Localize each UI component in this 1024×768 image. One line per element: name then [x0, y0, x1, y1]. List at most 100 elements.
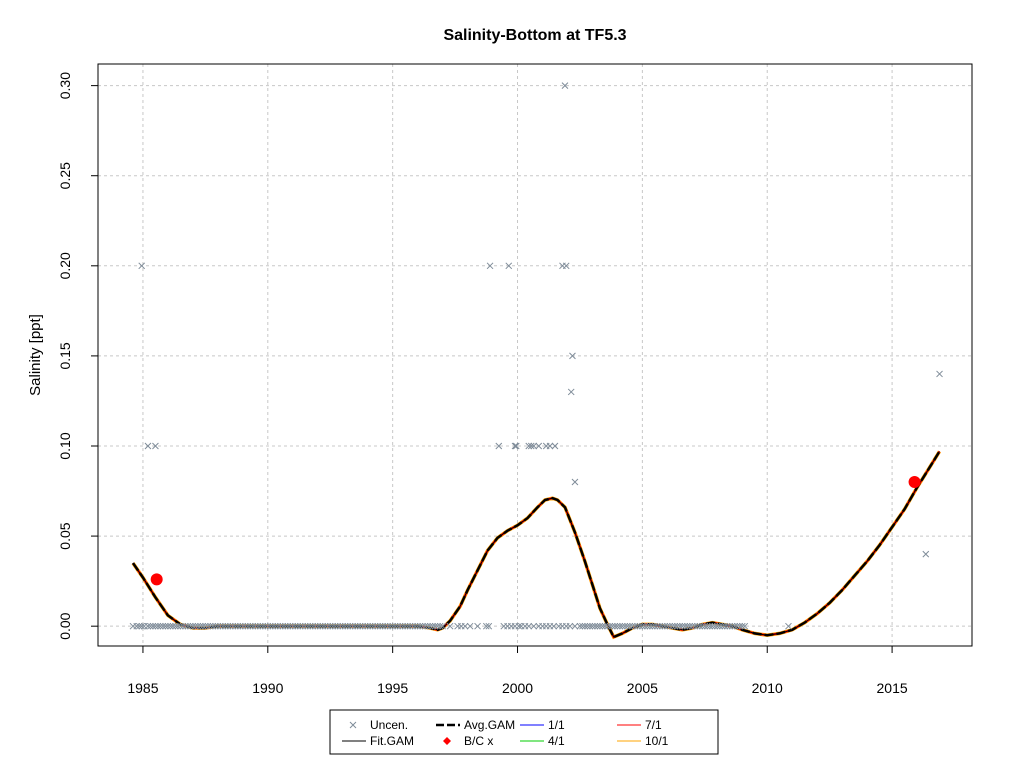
legend-item: B/C x [443, 734, 493, 748]
uncensored-point [376, 622, 384, 630]
uncensored-point [651, 622, 659, 630]
legend-label: 7/1 [645, 718, 662, 732]
uncensored-point [202, 622, 209, 630]
uncensored-point [726, 622, 734, 630]
uncensored-point [535, 442, 543, 450]
uncensored-point [229, 622, 237, 630]
bc-point [150, 573, 163, 586]
uncensored-point [339, 622, 347, 630]
uncensored-point [244, 622, 252, 630]
uncensored-point [154, 622, 162, 630]
uncensored-point [344, 622, 352, 630]
y-tick-label: 0.25 [57, 162, 73, 189]
legend-symbol-x [349, 721, 357, 729]
uncensored-point [644, 622, 651, 630]
uncensored-point [733, 622, 741, 630]
uncensored-point [936, 370, 943, 378]
uncensored-point [546, 442, 554, 450]
uncensored-point [371, 622, 379, 630]
uncensored-point [721, 622, 729, 630]
uncensored-point [187, 622, 194, 630]
uncensored-point [144, 622, 152, 630]
uncensored-point [291, 622, 299, 630]
y-axis: 0.00 0.05 0.10 0.15 0.20 0.25 0.30 [57, 72, 98, 640]
uncensored-point [169, 622, 177, 630]
uncensored-point [214, 622, 222, 630]
legend-item: Uncen. [349, 718, 408, 732]
uncensored-point [167, 622, 174, 630]
uncensored-point [606, 622, 614, 630]
uncensored-point [301, 622, 309, 630]
uncensored-point [149, 622, 157, 630]
uncensored-point [152, 622, 159, 630]
legend-label: Uncen. [370, 718, 408, 732]
uncensored-point [399, 622, 407, 630]
uncensored-point [279, 622, 287, 630]
uncensored-point [551, 442, 559, 450]
grid-lines [98, 64, 972, 646]
uncensored-point [269, 622, 277, 630]
uncensored-point [688, 622, 696, 630]
series-layer [131, 450, 941, 640]
uncensored-point [576, 622, 584, 630]
uncensored-point [678, 622, 686, 630]
uncensored-point [594, 622, 601, 630]
uncensored-point [621, 622, 629, 630]
uncensored-point [401, 622, 409, 630]
legend-box [329, 709, 719, 755]
uncensored-point [434, 622, 441, 630]
uncensored-point [566, 622, 574, 630]
uncensored-point [147, 622, 154, 630]
uncensored-point [636, 622, 644, 630]
uncensored-point [381, 622, 389, 630]
y-tick-label: 0.10 [57, 432, 73, 459]
uncensored-point [182, 622, 189, 630]
y-tick-label: 0.00 [57, 612, 73, 639]
uncensored-point [354, 622, 362, 630]
uncensored-point [366, 622, 374, 630]
plot-frame [97, 63, 973, 647]
uncensored-point [321, 622, 329, 630]
uncensored-point [336, 622, 344, 630]
uncensored-point [639, 622, 646, 630]
legend-symbol-diamond [443, 737, 451, 745]
uncensored-point [341, 622, 349, 630]
uncensored-point [666, 622, 674, 630]
uncensored-point [419, 622, 426, 630]
x-tick-label: 1990 [252, 680, 283, 696]
uncensored-point [294, 622, 302, 630]
legend-label: 10/1 [645, 734, 669, 748]
uncensored-point [683, 622, 691, 630]
uncensored-point [515, 622, 523, 630]
uncensored-point [386, 622, 394, 630]
uncensored-point [676, 622, 684, 630]
uncensored-point [474, 622, 481, 630]
uncensored-point [619, 622, 626, 630]
uncensored-point [274, 622, 282, 630]
uncensored-point [654, 622, 661, 630]
uncensored-point [189, 622, 197, 630]
legend-label: Fit.GAM [370, 734, 414, 748]
uncensored-point [701, 622, 709, 630]
uncensored-point [624, 622, 631, 630]
x-tick-label: 2000 [502, 680, 533, 696]
uncensored-point [713, 622, 721, 630]
uncensored-point [614, 622, 621, 630]
uncensored-point [135, 622, 143, 630]
uncensored-point [249, 622, 257, 630]
x-tick-label: 2015 [877, 680, 908, 696]
bc-points [150, 476, 921, 586]
y-tick-label: 0.30 [57, 72, 73, 99]
uncensored-point [264, 622, 272, 630]
uncensored-point [718, 622, 726, 630]
uncensored-point [271, 622, 279, 630]
uncensored-point [424, 622, 431, 630]
uncensored-point [284, 622, 292, 630]
uncensored-point [409, 622, 416, 630]
uncensored-point [659, 622, 666, 630]
uncensored-point [505, 262, 513, 270]
uncensored-point [486, 262, 494, 270]
uncensored-point [204, 622, 212, 630]
uncensored-point [394, 622, 402, 630]
uncensored-point [698, 622, 706, 630]
